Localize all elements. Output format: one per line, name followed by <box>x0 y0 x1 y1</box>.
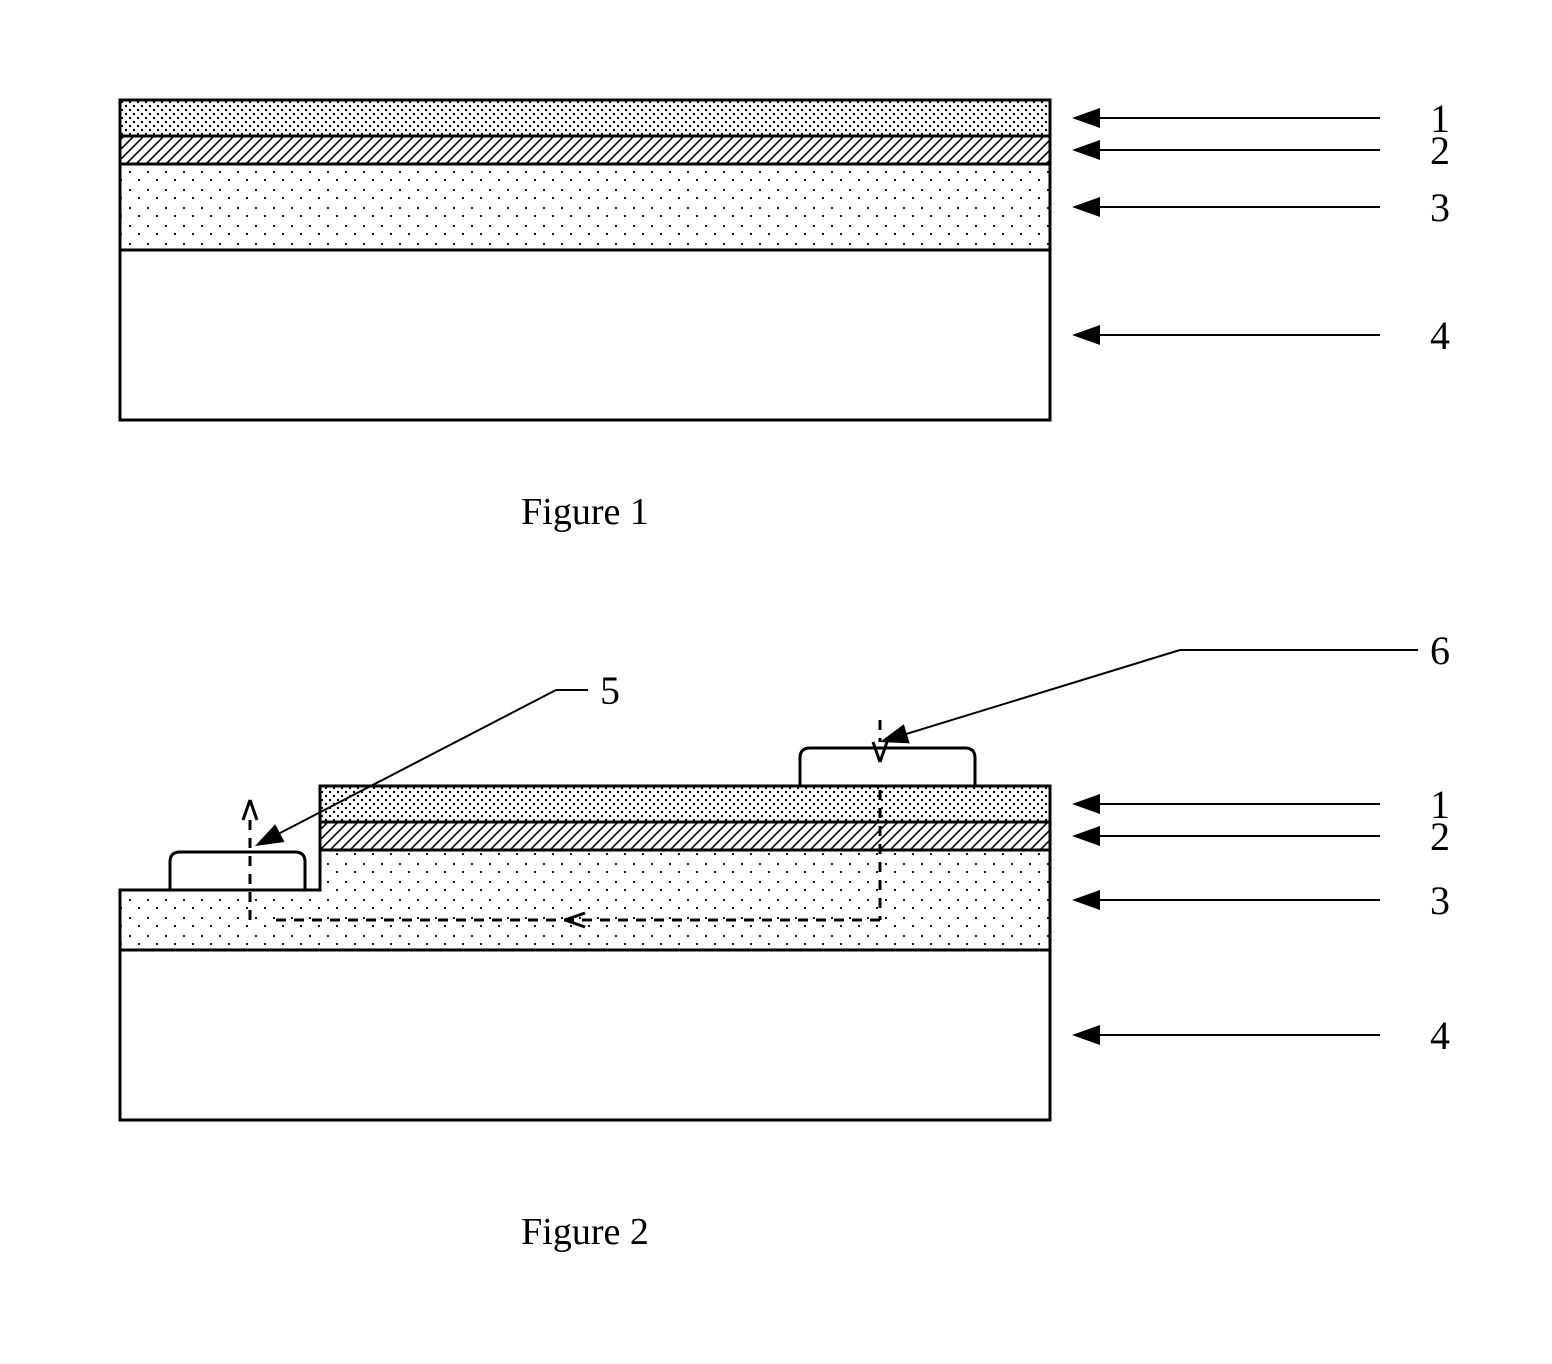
electrode-6 <box>800 748 975 786</box>
layer-2 <box>120 136 1050 164</box>
label-6: 6 <box>1430 628 1450 673</box>
label-3: 3 <box>1430 878 1450 923</box>
label-4: 4 <box>1430 1013 1450 1058</box>
layer-4 <box>120 950 1050 1120</box>
figure-1-caption: Figure 1 <box>120 490 1050 534</box>
figure-1: 1234 Figure 1 <box>0 60 1552 534</box>
label-4: 4 <box>1430 313 1450 358</box>
label-3: 3 <box>1430 185 1450 230</box>
electrode-5 <box>170 852 305 890</box>
layer-2 <box>320 822 1050 850</box>
layer-3 <box>120 164 1050 250</box>
label-2: 2 <box>1430 128 1450 173</box>
layer-4 <box>120 250 1050 420</box>
layer-1 <box>120 100 1050 136</box>
figure-1-svg: 1234 <box>0 60 1552 490</box>
figure-2-caption: Figure 2 <box>120 1210 1050 1254</box>
label-5: 5 <box>600 668 620 713</box>
page: 1234 Figure 1 <box>0 0 1552 1364</box>
layer-1 <box>320 786 1050 822</box>
figure-2: 123456 Figure 2 <box>0 590 1552 1254</box>
figure-2-svg: 123456 <box>0 590 1552 1210</box>
label-2: 2 <box>1430 814 1450 859</box>
